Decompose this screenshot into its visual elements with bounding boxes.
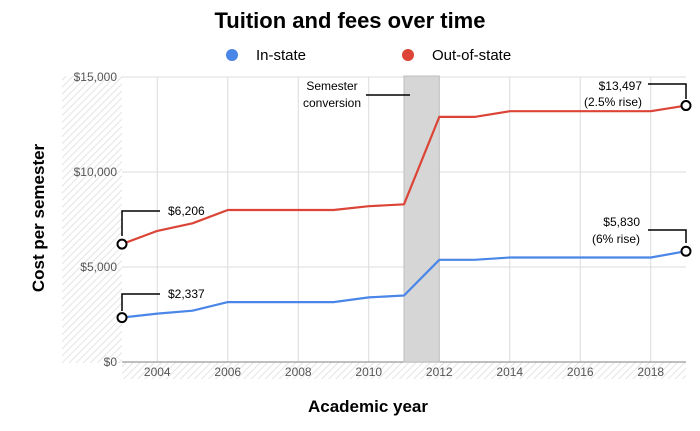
y-tick-label: $10,000 xyxy=(74,165,118,179)
y-axis-title: Cost per semester xyxy=(29,143,48,292)
legend: In-state Out-of-state xyxy=(226,47,511,64)
annotation-in-state-start: $2,337 xyxy=(168,287,205,301)
annotation-in-state-end-line1: $5,830 xyxy=(603,215,640,229)
data-point-in-state-end xyxy=(680,245,692,257)
y-tick-label: $15,000 xyxy=(74,70,118,84)
x-tick-label: 2018 xyxy=(637,365,664,379)
legend-marker-in-state xyxy=(226,49,238,61)
legend-label-out-of-state: Out-of-state xyxy=(432,47,511,64)
y-axis: $0 $5,000 $10,000 $15,000 xyxy=(74,70,118,369)
data-point-in-state-start xyxy=(116,312,128,324)
annotation-semester-conversion-line2: conversion xyxy=(303,96,361,110)
annotation-out-of-state-start: $6,206 xyxy=(168,204,205,218)
data-point-out-of-state-start xyxy=(116,238,128,250)
x-tick-label: 2016 xyxy=(567,365,594,379)
y-axis-hatch xyxy=(62,76,122,363)
series-line-out-of-state xyxy=(121,104,687,246)
x-tick-label: 2014 xyxy=(496,365,523,379)
annotation-in-state-end-line2: (6% rise) xyxy=(592,232,640,246)
annotation-in-state-end-leader xyxy=(648,229,687,243)
semester-conversion-region xyxy=(403,75,440,363)
annotation-out-of-state-start-leader xyxy=(121,210,160,236)
x-tick-label: 2012 xyxy=(426,365,453,379)
x-tick-label: 2006 xyxy=(214,365,241,379)
series-line-in-state xyxy=(121,250,687,319)
x-tick-label: 2010 xyxy=(355,365,382,379)
annotation-in-state-start-leader xyxy=(121,293,160,311)
x-axis-title: Academic year xyxy=(308,397,428,416)
y-tick-label: $5,000 xyxy=(80,260,117,274)
chart-title: Tuition and fees over time xyxy=(215,8,486,33)
annotation-semester-conversion-line1: Semester xyxy=(306,79,357,93)
y-tick-label: $0 xyxy=(104,355,118,369)
annotation-out-of-state-end-line1: $13,497 xyxy=(599,79,643,93)
legend-label-in-state: In-state xyxy=(256,47,306,64)
annotation-out-of-state-end-line2: (2.5% rise) xyxy=(584,95,642,109)
x-axis: 2004 2006 2008 2010 2012 2014 2016 2018 xyxy=(144,365,665,379)
x-tick-label: 2004 xyxy=(144,365,171,379)
x-axis-hatch xyxy=(122,362,686,379)
legend-marker-out-of-state xyxy=(402,49,414,61)
data-point-out-of-state-end xyxy=(680,100,692,112)
x-tick-label: 2008 xyxy=(285,365,312,379)
annotation-out-of-state-end-leader xyxy=(648,83,687,99)
annotations: Semester conversion $6,206 $2,337 $13,49… xyxy=(121,79,687,311)
